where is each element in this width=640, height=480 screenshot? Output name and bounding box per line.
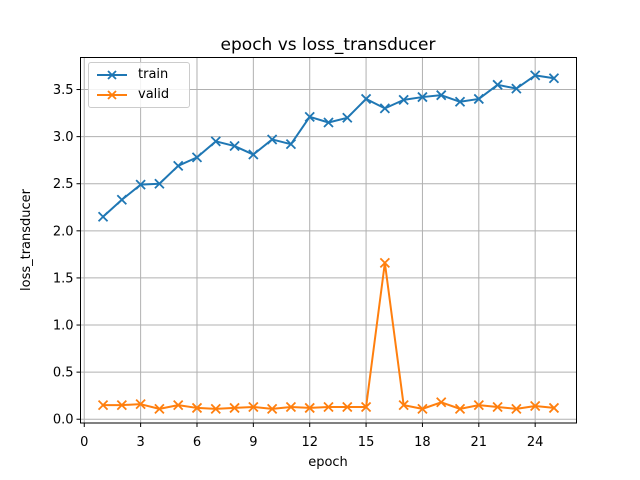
y-tick-label: 1.0 [53, 319, 74, 334]
valid-marker [398, 399, 409, 411]
legend-label-valid: valid [138, 86, 170, 102]
valid-marker [135, 399, 146, 410]
chart-title: epoch vs loss_transducer [221, 35, 436, 55]
valid-marker [266, 403, 278, 415]
train-marker [154, 178, 165, 189]
valid-marker [454, 403, 466, 415]
valid-marker [548, 402, 560, 414]
train-series [97, 70, 560, 222]
legend: train valid [88, 62, 190, 108]
x-tick-label: 9 [249, 435, 257, 450]
y-tick-label: 0.0 [53, 413, 74, 428]
x-tick-label: 18 [414, 435, 431, 450]
y-axis-label: loss_transducer [19, 188, 34, 291]
train-marker [210, 136, 221, 147]
valid-marker [210, 403, 221, 415]
axes-frame [80, 57, 577, 424]
x-tick-label: 12 [301, 435, 318, 450]
valid-marker [473, 399, 484, 411]
valid-marker [436, 397, 447, 408]
x-tick-label: 0 [80, 435, 88, 450]
train-marker [360, 93, 372, 105]
valid-marker [116, 399, 127, 411]
train-marker [323, 117, 334, 128]
valid-marker [417, 403, 428, 415]
legend-item-train: train [95, 66, 183, 84]
y-tick-label: 1.5 [53, 271, 74, 286]
train-marker [173, 160, 184, 171]
valid-marker [304, 402, 315, 414]
valid-marker [530, 400, 541, 412]
valid-marker [492, 401, 503, 413]
x-tick-label: 15 [358, 435, 375, 450]
train-marker [398, 94, 409, 106]
legend-label-train: train [138, 67, 169, 83]
valid-marker [154, 403, 165, 415]
valid-marker [173, 399, 184, 411]
x-tick-label: 24 [527, 435, 544, 450]
train-marker [248, 149, 259, 160]
train-marker [266, 134, 278, 145]
valid-marker [342, 401, 353, 413]
x-tick-label: 6 [193, 435, 201, 450]
tick-labels: 0 3 6 9 12 15 18 21 24 0.0 0.5 1.0 1.5 2.0 2.5 3.0 3.5 [53, 83, 544, 450]
valid-marker [191, 402, 203, 414]
valid-marker [511, 403, 522, 415]
train-marker [492, 79, 503, 90]
x-tick-label: 3 [136, 435, 144, 450]
valid-marker [360, 401, 372, 413]
train-marker [436, 90, 447, 101]
valid-line-sample-icon [97, 90, 127, 100]
tick-marks [76, 89, 536, 427]
train-marker [473, 93, 484, 105]
train-marker [135, 179, 146, 190]
train-marker [342, 112, 353, 123]
train-marker [454, 96, 466, 107]
train-line-sample-icon [97, 70, 127, 80]
valid-series [97, 257, 560, 415]
y-tick-label: 3.5 [53, 83, 74, 98]
train-marker [530, 70, 541, 81]
train-marker [285, 139, 297, 150]
train-marker [191, 152, 203, 163]
valid-marker [285, 401, 297, 413]
train-marker [417, 91, 428, 103]
x-axis-label: epoch [308, 455, 348, 470]
valid-marker [379, 257, 391, 268]
train-marker [548, 73, 560, 84]
valid-marker [323, 401, 334, 413]
train-marker [379, 103, 391, 114]
gridlines [80, 57, 577, 423]
y-tick-label: 3.0 [53, 130, 74, 145]
valid-marker [97, 399, 109, 411]
train-marker [97, 211, 109, 222]
train-marker [116, 194, 127, 205]
valid-line [103, 261, 555, 410]
train-marker [511, 83, 522, 94]
legend-item-valid: valid [95, 86, 183, 104]
y-tick-label: 2.5 [53, 177, 74, 192]
x-tick-label: 21 [471, 435, 488, 450]
valid-marker [248, 401, 259, 413]
valid-marker [229, 402, 240, 414]
y-tick-label: 0.5 [53, 366, 74, 381]
train-marker [304, 111, 315, 122]
train-marker [229, 140, 240, 152]
data-series [97, 70, 560, 415]
y-tick-label: 2.0 [53, 224, 74, 239]
plot-border [80, 57, 577, 424]
